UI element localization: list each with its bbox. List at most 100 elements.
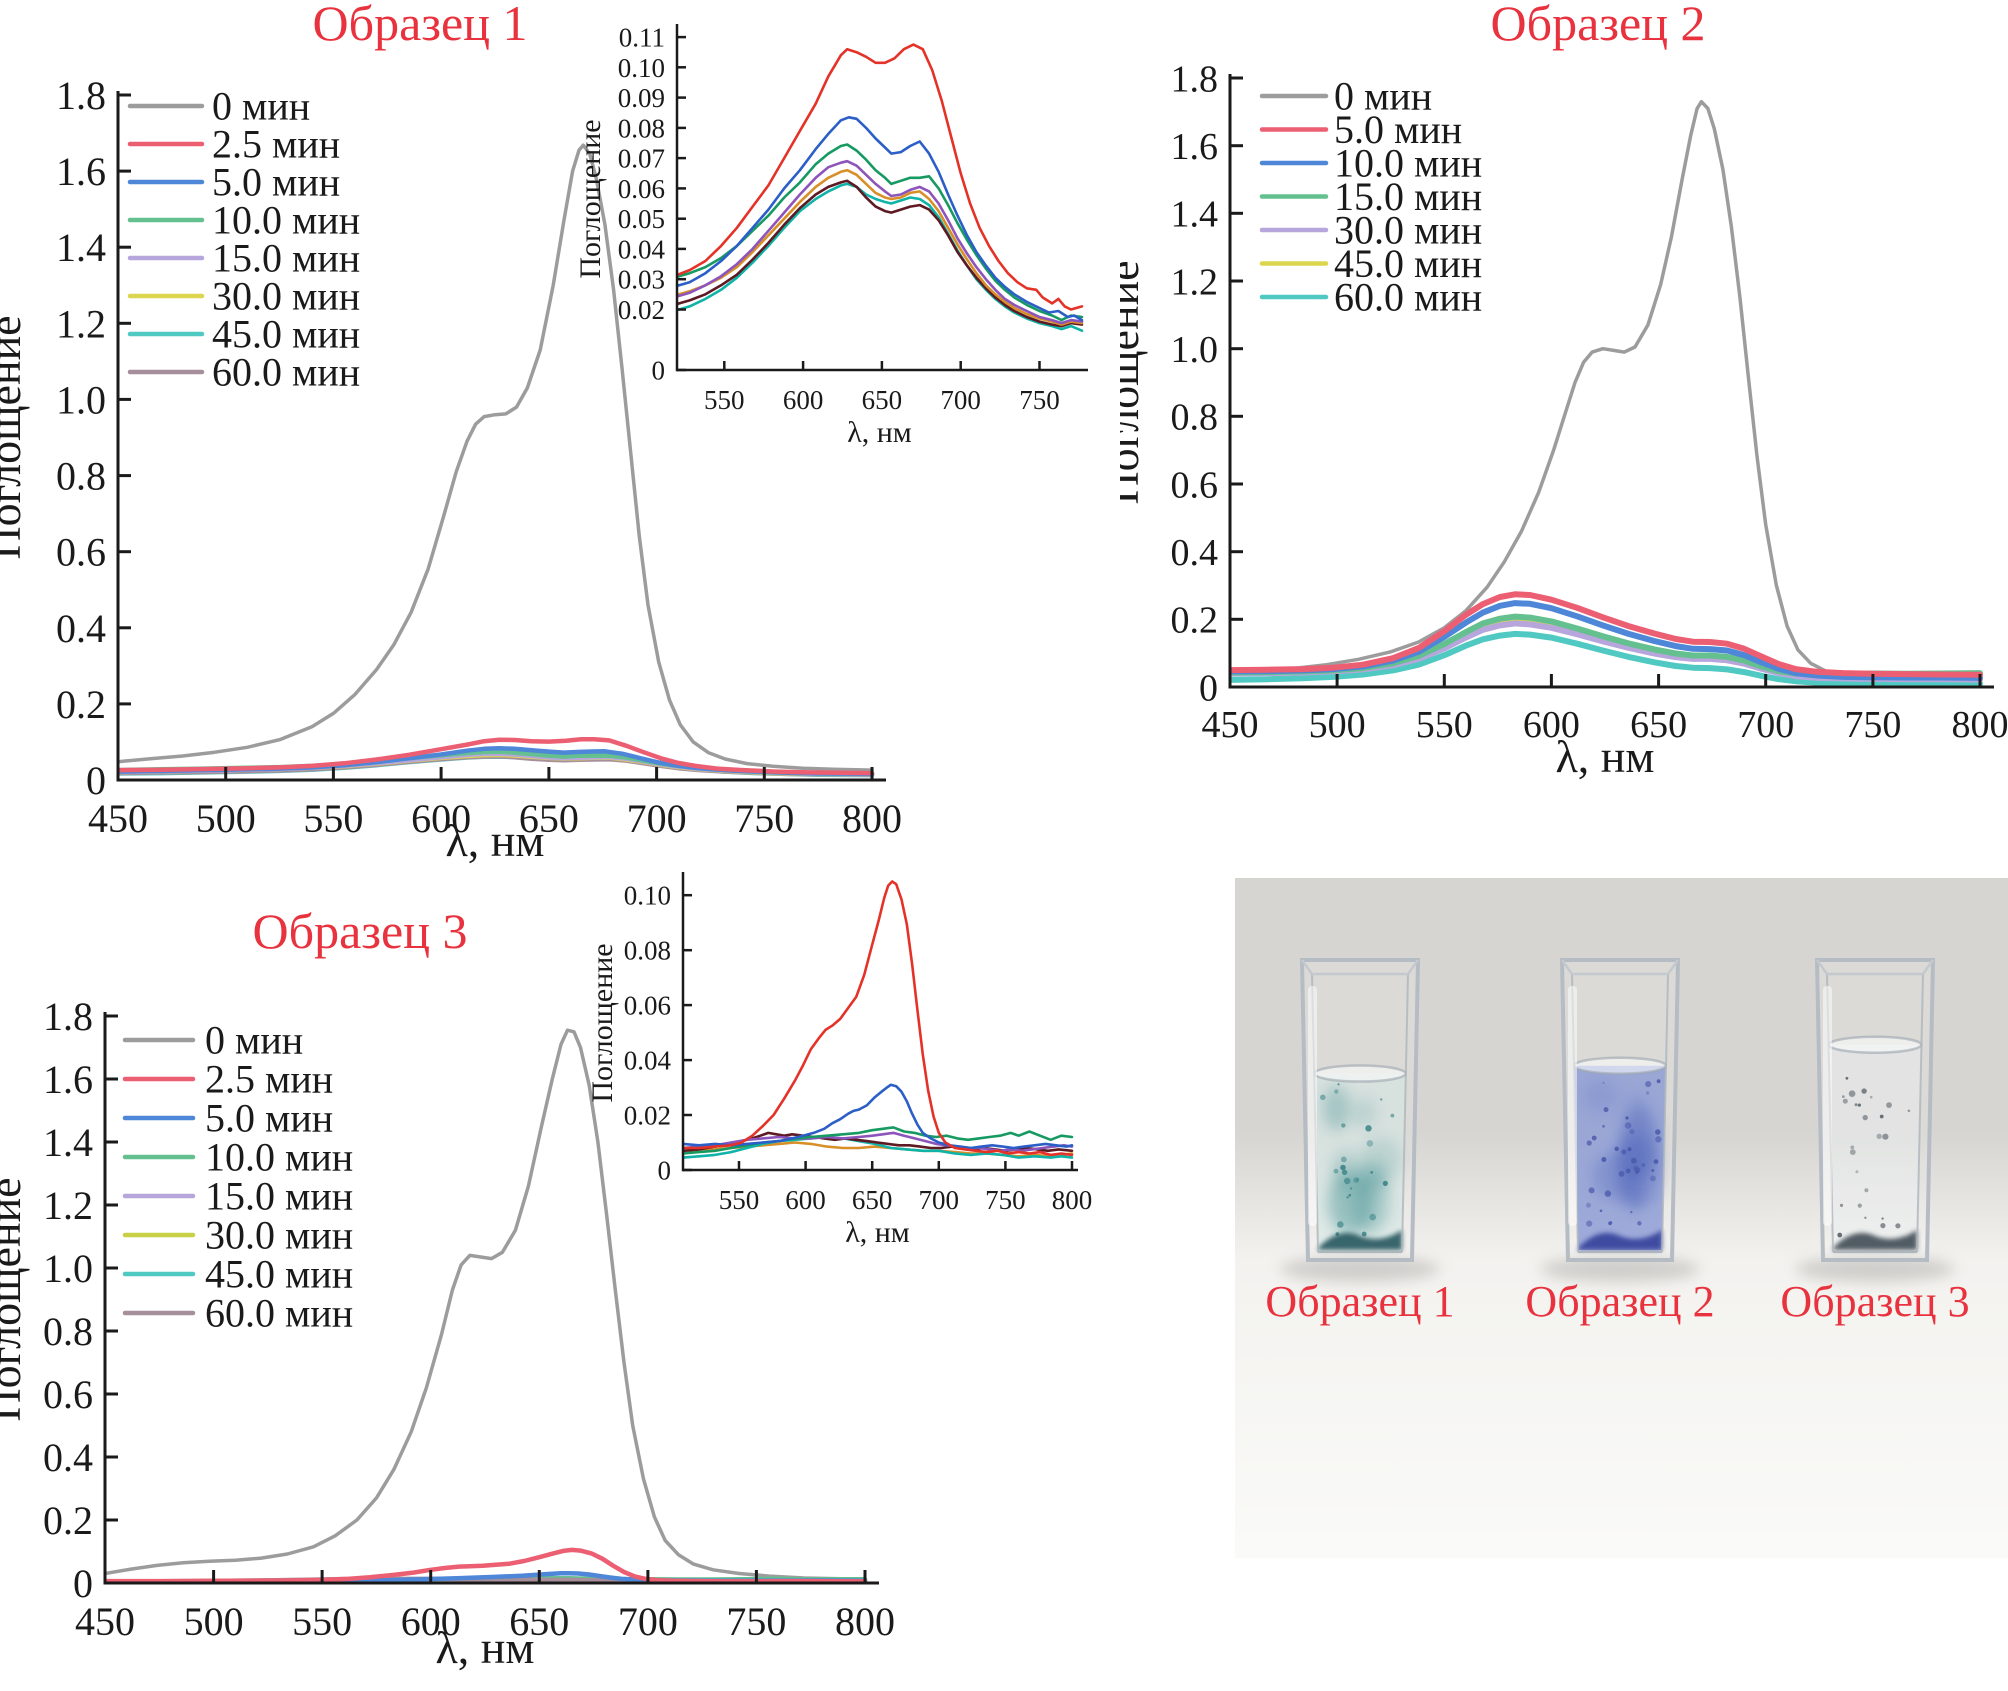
cuvette-shadow bbox=[1795, 1256, 1955, 1282]
wisp bbox=[1619, 1136, 1649, 1178]
x-tick-label: 800 bbox=[1952, 704, 2008, 746]
chart-title: Образец 2 bbox=[1491, 0, 1706, 51]
sample3-inset-series-group bbox=[683, 880, 1074, 1159]
x-axis-title: λ, нм bbox=[435, 1622, 534, 1673]
y-tick-label: 0.04 bbox=[618, 234, 666, 264]
particle bbox=[1881, 1217, 1884, 1220]
particle bbox=[1618, 1171, 1625, 1177]
x-tick-label: 750 bbox=[726, 1599, 786, 1644]
legend-label: 5.0 мин bbox=[212, 160, 340, 205]
series-0 мин bbox=[118, 143, 874, 772]
chart-title: Образец 1 bbox=[313, 0, 528, 51]
sample1-main-axes: 0 0.2 0.4 0.6 0.8 1.0 1.2 1.4 1.6 1.8 450 500 550 600… bbox=[56, 73, 902, 841]
y-tick-label: 1.4 bbox=[56, 225, 106, 270]
y-tick-label: 1.4 bbox=[1171, 194, 1219, 236]
cuvette-1 bbox=[1280, 958, 1440, 1282]
sediment bbox=[1578, 1230, 1662, 1250]
x-tick-label: 650 bbox=[862, 385, 903, 415]
sample1-main: 0 0.2 0.4 0.6 0.8 1.0 1.2 1.4 1.6 1.8 450 500 550 600… bbox=[0, 0, 902, 866]
y-tick-label: 1.2 bbox=[56, 301, 106, 346]
series-60.0 мин bbox=[677, 179, 1084, 328]
particle bbox=[1349, 1187, 1353, 1190]
y-axis-title: Поглощение bbox=[1120, 260, 1148, 504]
particle bbox=[1340, 1156, 1347, 1163]
particle bbox=[1886, 1102, 1892, 1108]
y-tick-label: 0.6 bbox=[43, 1372, 93, 1417]
particle bbox=[1634, 1167, 1641, 1173]
legend-label: 0 мин bbox=[1334, 74, 1432, 119]
particle bbox=[1591, 1135, 1597, 1141]
y-tick-label: 0.2 bbox=[56, 682, 106, 727]
particle bbox=[1645, 1081, 1652, 1088]
y-tick-label: 0.02 bbox=[618, 295, 665, 325]
sample1-inset-axes: 0 0.020.030.040.050.060.070.080.090.100.1… bbox=[618, 23, 1088, 415]
particle bbox=[1854, 1103, 1858, 1107]
y-tick-label: 0.6 bbox=[56, 530, 106, 575]
x-tick-label: 700 bbox=[627, 796, 687, 841]
x-tick-label: 650 bbox=[519, 796, 579, 841]
particle bbox=[1586, 1202, 1591, 1208]
y-tick-label: 1.8 bbox=[43, 994, 93, 1039]
chart-panel-sample2: 0 0.2 0.4 0.6 0.8 1.0 1.2 1.4 1.6 1.8 450 500 550 600… bbox=[1120, 0, 2008, 782]
y-tick-label: 1.8 bbox=[1171, 58, 1219, 100]
particle bbox=[1850, 1145, 1855, 1150]
y-axis-title: Поглощение bbox=[0, 315, 30, 559]
y-tick-label: 0.06 bbox=[618, 174, 665, 204]
sample2-main-series-group bbox=[1230, 99, 1983, 687]
x-tick-label: 600 bbox=[783, 385, 824, 415]
y-tick-label: 1.6 bbox=[43, 1057, 93, 1102]
particle bbox=[1864, 1188, 1869, 1193]
legend-label: 15.0 мин bbox=[1334, 174, 1482, 219]
particle bbox=[1882, 1133, 1889, 1140]
y-tick-label: 0.4 bbox=[1171, 532, 1219, 574]
series-5.0 мин bbox=[683, 1083, 1074, 1150]
glass-rim bbox=[1815, 959, 1829, 975]
legend-label: 0 мин bbox=[212, 84, 310, 129]
particle bbox=[1602, 1081, 1605, 1084]
particle bbox=[1586, 1220, 1593, 1227]
y-tick-label: 0.08 bbox=[624, 936, 671, 966]
particle bbox=[1337, 1083, 1340, 1086]
particle bbox=[1624, 1122, 1632, 1129]
legend-label: 45.0 мин bbox=[205, 1252, 353, 1297]
y-tick-label: 1.2 bbox=[43, 1183, 93, 1228]
sample2-main-axes: 0 0.2 0.4 0.6 0.8 1.0 1.2 1.4 1.6 1.8 450 500 550 600… bbox=[1171, 58, 2008, 746]
particle bbox=[1653, 1159, 1659, 1164]
legend-label: 15.0 мин bbox=[212, 236, 360, 281]
x-tick-label: 450 bbox=[75, 1599, 135, 1644]
cuvette-photo bbox=[1235, 878, 2008, 1558]
x-tick-label: 600 bbox=[1523, 704, 1580, 746]
particle bbox=[1645, 1091, 1650, 1095]
series-0 мин bbox=[1230, 99, 1982, 682]
glass-highlight bbox=[1823, 986, 1832, 1226]
y-axis-title: Поглощение bbox=[574, 119, 607, 278]
particle bbox=[1656, 1079, 1661, 1084]
particle bbox=[1341, 1123, 1346, 1128]
y-tick-label: 0.03 bbox=[618, 265, 665, 295]
particle bbox=[1320, 1094, 1326, 1101]
particle bbox=[1588, 1187, 1595, 1194]
x-tick-label: 450 bbox=[88, 796, 148, 841]
y-tick-label: 1.4 bbox=[43, 1120, 93, 1165]
x-tick-label: 500 bbox=[184, 1599, 244, 1644]
particle bbox=[1608, 1221, 1612, 1226]
particle bbox=[1848, 1090, 1856, 1097]
particle bbox=[1849, 1149, 1856, 1155]
sample3-inset-axes: 0 0.02 0.04 0.06 0.08 0.10 550 600 650 700 750 800 bbox=[624, 872, 1092, 1215]
meniscus bbox=[1574, 1057, 1666, 1074]
x-tick-label: 550 bbox=[1416, 704, 1473, 746]
particle bbox=[1602, 1124, 1605, 1128]
glass-rim bbox=[1666, 959, 1680, 975]
x-tick-label: 700 bbox=[1737, 704, 1794, 746]
x-tick-label: 600 bbox=[411, 796, 471, 841]
cuvette-2 bbox=[1540, 958, 1700, 1282]
particle bbox=[1842, 1098, 1848, 1104]
particle bbox=[1353, 1177, 1359, 1183]
y-tick-label: 0.09 bbox=[618, 83, 665, 113]
cuvette-3 bbox=[1795, 958, 1955, 1282]
photo-panel: Образец 1 Образец 2 Образец 3 bbox=[1235, 878, 2008, 1691]
particle bbox=[1341, 1169, 1348, 1175]
y-tick-label: 1.6 bbox=[1171, 126, 1219, 168]
